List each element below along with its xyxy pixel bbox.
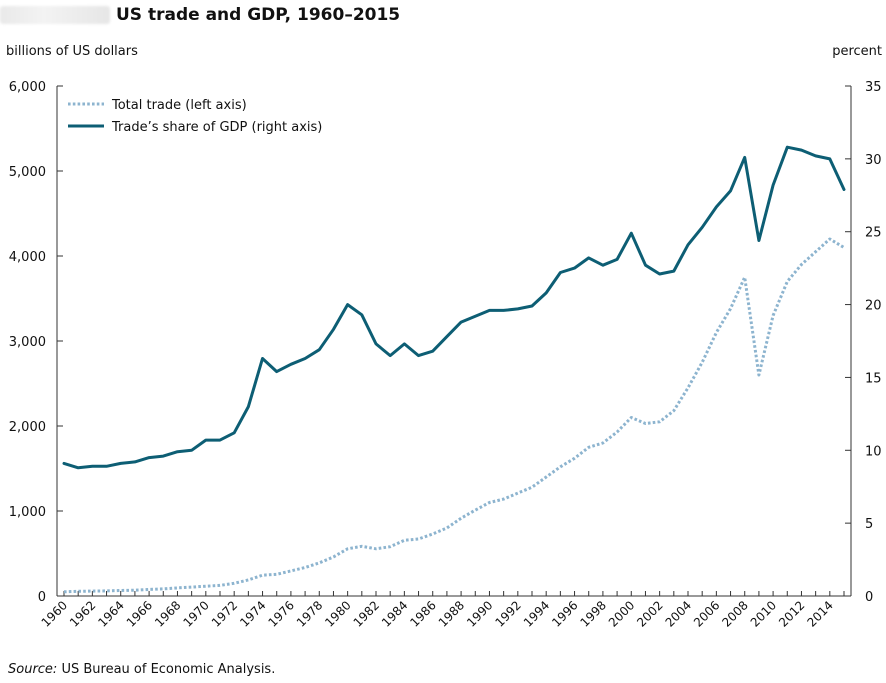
x-axis-tick-label: 1996 — [549, 598, 580, 629]
x-axis-tick-label: 1988 — [436, 598, 467, 629]
x-axis-tick-label: 2000 — [606, 598, 637, 629]
x-axis-tick-label: 1992 — [492, 598, 523, 629]
left-axis-tick-label: 0 — [38, 590, 46, 605]
x-axis-tick-label: 2006 — [691, 598, 722, 629]
x-axis-tick-label: 1968 — [152, 598, 183, 629]
x-axis-tick-label: 1982 — [351, 598, 382, 629]
x-axis-tick-label: 1978 — [294, 598, 325, 629]
x-axis-tick-label: 2014 — [804, 598, 835, 629]
right-axis-tick-label: 30 — [865, 153, 882, 168]
x-axis-tick-label: 2008 — [719, 598, 750, 629]
left-axis-title: billions of US dollars — [6, 44, 138, 59]
legend-trade-share-label: Trade’s share of GDP (right axis) — [111, 120, 322, 135]
left-axis-tick-label: 1,000 — [9, 505, 46, 520]
chart-title: US trade and GDP, 1960–2015 — [116, 5, 401, 25]
right-axis-tick-label: 15 — [865, 371, 882, 386]
x-axis-tick-label: 1986 — [407, 598, 438, 629]
left-axis-tick-label: 2,000 — [9, 420, 46, 435]
x-axis-tick-label: 1972 — [209, 598, 240, 629]
right-axis-tick-label: 35 — [865, 80, 882, 95]
source-text: US Bureau of Economic Analysis. — [57, 662, 276, 677]
legend-total-trade-label: Total trade (left axis) — [111, 98, 247, 113]
x-axis-tick-label: 1980 — [322, 598, 353, 629]
total-trade-line — [63, 237, 845, 594]
left-axis-tick-label: 5,000 — [9, 165, 46, 180]
x-axis-tick-label: 2004 — [663, 598, 694, 629]
x-axis-tick-label: 1974 — [237, 598, 268, 629]
source-label: Source: — [8, 662, 58, 677]
title-row: US trade and GDP, 1960–2015 — [0, 2, 400, 28]
x-axis-tick-label: 1966 — [124, 598, 155, 629]
trade-share-gdp-line — [62, 145, 846, 470]
redacted-figure-number — [0, 6, 110, 24]
x-axis-tick-label: 1984 — [379, 598, 410, 629]
right-axis-title: percent — [832, 44, 882, 59]
source-note: Source: US Bureau of Economic Analysis. — [8, 662, 275, 677]
x-axis-tick-label: 1970 — [180, 598, 211, 629]
x-axis-tick-label: 2010 — [748, 598, 779, 629]
x-axis-tick-label: 1962 — [67, 598, 98, 629]
x-axis-tick-label: 2002 — [634, 598, 665, 629]
x-axis-tick-label: 1994 — [521, 598, 552, 629]
left-axis-tick-label: 3,000 — [9, 335, 46, 350]
right-axis-tick-label: 25 — [865, 226, 882, 241]
x-axis-tick-label: 1990 — [464, 598, 495, 629]
right-axis-tick-label: 20 — [865, 299, 882, 314]
right-axis-tick-label: 10 — [865, 444, 882, 459]
right-axis-tick-label: 5 — [865, 517, 873, 532]
x-axis-tick-label: 1976 — [266, 598, 297, 629]
right-axis-tick-label: 0 — [865, 590, 873, 605]
x-axis-tick-label: 1964 — [95, 598, 126, 629]
x-axis-tick-label: 2012 — [776, 598, 807, 629]
left-axis-tick-label: 6,000 — [9, 80, 46, 95]
left-axis-tick-label: 4,000 — [9, 250, 46, 265]
x-axis-tick-label: 1998 — [578, 598, 609, 629]
